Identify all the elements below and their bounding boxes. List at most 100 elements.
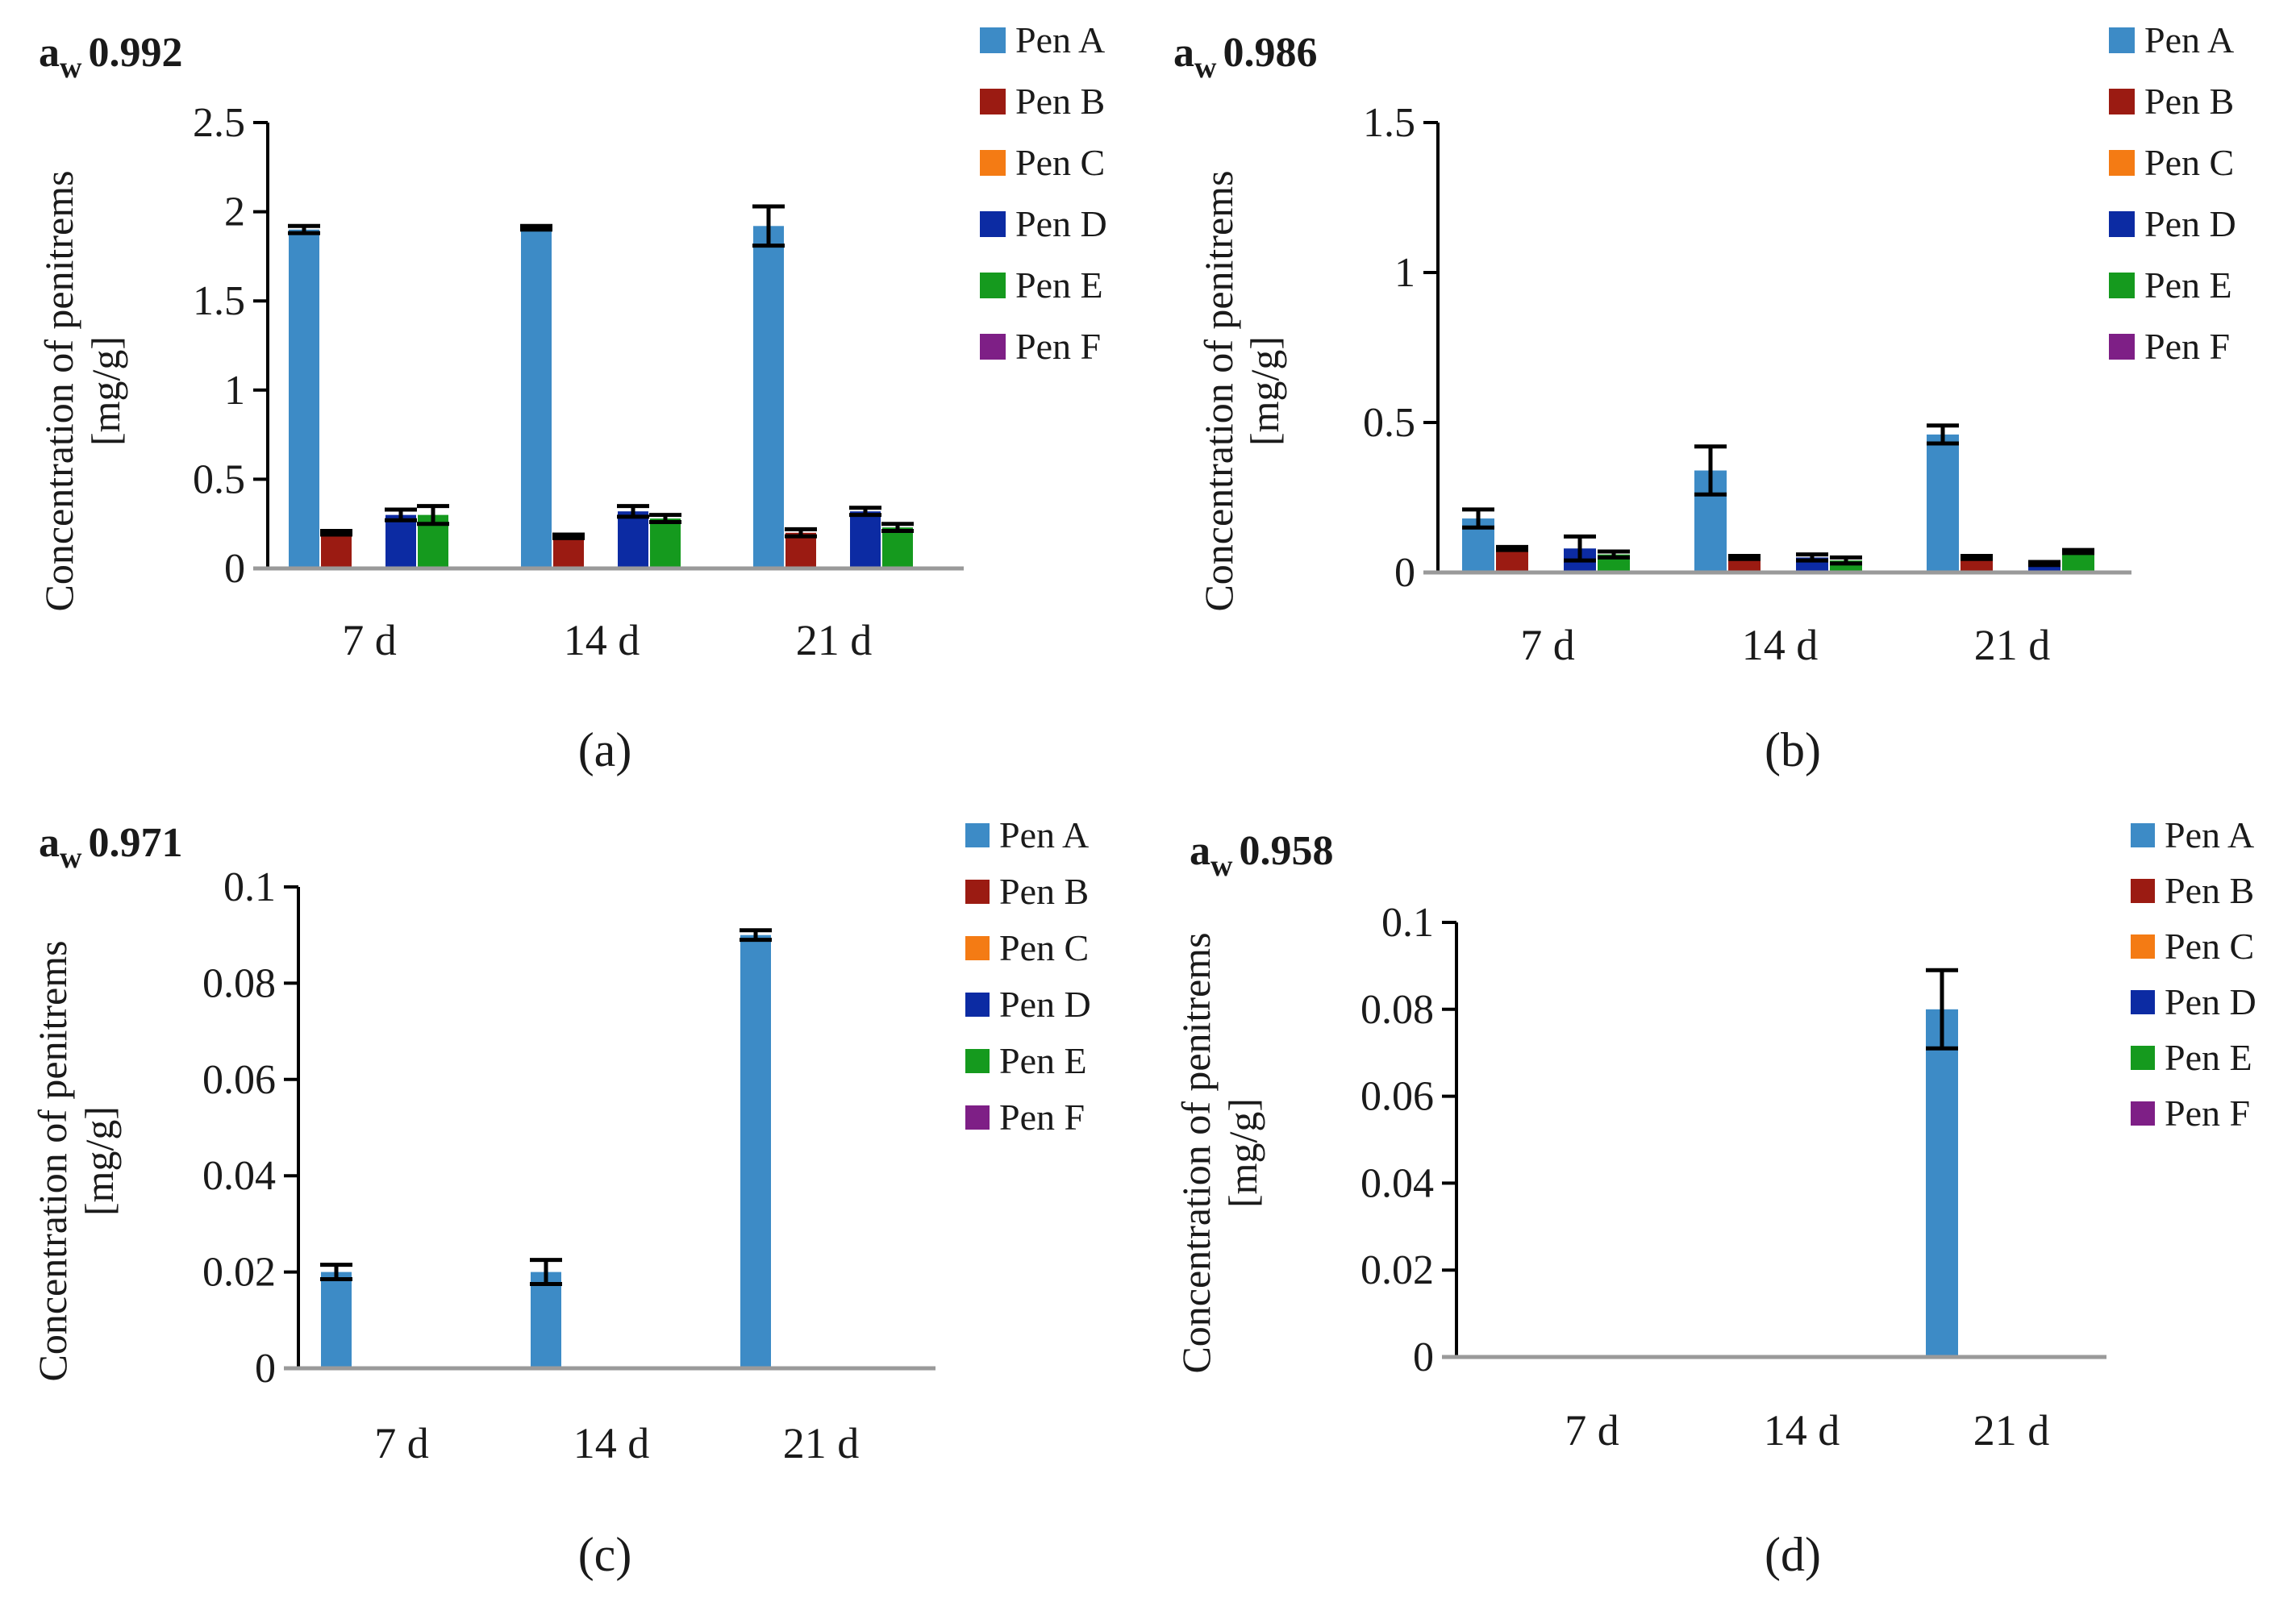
legend: Pen A Pen B Pen C Pen D Pen E Pen F xyxy=(2131,814,2256,1134)
y-tick-label: 0 xyxy=(255,1346,276,1392)
panel-caption: (a) xyxy=(578,723,632,776)
y-tick-label: 2 xyxy=(224,189,245,235)
x-category-label: 14 d xyxy=(1764,1406,1840,1455)
panel-title: aw 0.971 xyxy=(39,820,182,875)
x-category-label: 21 d xyxy=(1974,621,2051,669)
title-sub: w xyxy=(60,51,82,85)
legend-swatch-pen-f xyxy=(980,334,1006,360)
panel-caption: (b) xyxy=(1765,723,1821,776)
legend-swatch-pen-a xyxy=(965,823,990,847)
legend-swatch-pen-e xyxy=(2109,273,2135,298)
y-tick-label: 0.02 xyxy=(1361,1247,1434,1293)
legend-label: Pen C xyxy=(999,927,1089,968)
x-category-label: 14 d xyxy=(564,616,640,664)
y-tick-label: 1 xyxy=(1394,250,1415,296)
legend-swatch-pen-d xyxy=(2109,211,2135,237)
legend-label: Pen F xyxy=(2165,1093,2250,1134)
chart-panel-2: aw 0.986 0 0.5 1 1.5 Concentration of penitrem… xyxy=(1173,19,2236,776)
legend-label: Pen C xyxy=(1015,142,1105,183)
y-axis-label: Concentration of penitrems xyxy=(1173,932,1219,1373)
bar-pen-b-14d xyxy=(1728,557,1761,572)
bar-pen-a-7d xyxy=(289,229,319,568)
bar-pen-e-14d xyxy=(650,518,681,568)
x-category-label: 7 d xyxy=(342,616,397,664)
bar-pen-b-21d xyxy=(785,532,816,568)
x-category-label: 21 d xyxy=(796,616,873,664)
y-axis-unit: [mg/g] xyxy=(1242,336,1287,446)
title-sub: w xyxy=(1211,849,1233,883)
y-axis-unit: [mg/g] xyxy=(83,336,128,446)
title-value: 0.958 xyxy=(1239,828,1333,874)
y-tick-label: 2.5 xyxy=(193,100,245,146)
legend-label: Pen F xyxy=(1015,326,1101,367)
legend-swatch-pen-d xyxy=(965,993,990,1017)
panel-title: aw 0.958 xyxy=(1190,828,1333,883)
legend-label: Pen D xyxy=(2144,203,2236,244)
legend: Pen A Pen B Pen C Pen D Pen E Pen F xyxy=(2109,19,2236,367)
bar-pen-b-7d xyxy=(321,532,352,568)
legend-label: Pen B xyxy=(2144,81,2234,122)
y-tick-label: 1 xyxy=(224,368,245,414)
bar-pen-d-7d xyxy=(385,514,416,568)
legend-swatch-pen-f xyxy=(965,1105,990,1130)
y-tick-label: 0.04 xyxy=(1361,1160,1434,1206)
title-main: a xyxy=(39,30,60,76)
legend-label: Pen E xyxy=(1015,264,1103,306)
y-tick-label: 0.08 xyxy=(1361,987,1434,1033)
y-axis-unit: [mg/g] xyxy=(1220,1098,1265,1208)
bar-pen-a-14d xyxy=(521,227,552,568)
y-tick-label: 1.5 xyxy=(193,278,245,324)
legend-swatch-pen-d xyxy=(2131,990,2155,1014)
bar-pen-e-21d xyxy=(882,527,913,568)
x-category-label: 14 d xyxy=(1742,621,1819,669)
legend-label: Pen A xyxy=(1015,19,1105,60)
y-axis-unit: [mg/g] xyxy=(77,1106,122,1216)
x-category-label: 14 d xyxy=(573,1419,650,1467)
legend-label: Pen A xyxy=(999,814,1089,855)
bar-pen-a-14d xyxy=(531,1272,561,1368)
chart-panel-3: aw 0.971 0 0.02 0.04 0.06 0.08 0.1 Concentration… xyxy=(30,814,1091,1581)
panel-caption: (c) xyxy=(578,1528,632,1581)
legend-swatch-pen-b xyxy=(2109,89,2135,114)
panel-caption: (d) xyxy=(1765,1528,1821,1581)
legend: Pen A Pen B Pen C Pen D Pen E Pen F xyxy=(965,814,1091,1138)
legend-label: Pen C xyxy=(2144,142,2234,183)
title-value: 0.992 xyxy=(88,30,182,76)
title-sub: w xyxy=(60,841,82,875)
legend-label: Pen F xyxy=(999,1097,1085,1138)
legend-swatch-pen-d xyxy=(980,211,1006,237)
legend-label: Pen D xyxy=(999,984,1091,1025)
legend-swatch-pen-c xyxy=(980,150,1006,176)
legend-label: Pen E xyxy=(2144,264,2232,306)
legend-swatch-pen-e xyxy=(980,273,1006,298)
legend-label: Pen A xyxy=(2165,814,2254,855)
y-axis-label: Concentration of penitrems xyxy=(1196,170,1241,611)
legend-label: Pen E xyxy=(999,1040,1087,1081)
legend-swatch-pen-a xyxy=(980,27,1006,53)
title-value: 0.986 xyxy=(1223,30,1317,76)
legend-label: Pen C xyxy=(2165,926,2254,967)
bar-pen-b-14d xyxy=(553,536,584,568)
legend: Pen A Pen B Pen C Pen D Pen E Pen F xyxy=(980,19,1107,367)
bar-pen-d-21d xyxy=(850,511,881,568)
bar-pen-a-21d xyxy=(740,934,771,1368)
bar-pen-a-21d xyxy=(1926,1009,1958,1357)
legend-swatch-pen-c xyxy=(2131,934,2155,959)
y-tick-label: 0.08 xyxy=(202,960,276,1006)
bar-pen-d-21d xyxy=(2028,563,2061,572)
chart-panel-1: aw 0.992 0 0.5 1 1.5 2 2.5 Concentration of peni… xyxy=(36,19,1107,776)
y-tick-label: 0.1 xyxy=(1381,900,1434,946)
bar-pen-b-7d xyxy=(1496,548,1528,572)
bar-pen-b-21d xyxy=(1961,557,1993,572)
legend-label: Pen B xyxy=(999,871,1089,912)
legend-swatch-pen-b xyxy=(965,880,990,904)
bar-pen-a-7d xyxy=(321,1272,352,1368)
y-axis-label: Concentration of penitrems xyxy=(36,170,81,611)
y-axis-label: Concentration of penitrems xyxy=(30,940,75,1381)
y-tick-label: 0.5 xyxy=(193,456,245,502)
bar-pen-a-21d xyxy=(753,226,784,568)
legend-swatch-pen-e xyxy=(965,1049,990,1073)
legend-swatch-pen-f xyxy=(2109,334,2135,360)
legend-label: Pen D xyxy=(2165,981,2256,1022)
